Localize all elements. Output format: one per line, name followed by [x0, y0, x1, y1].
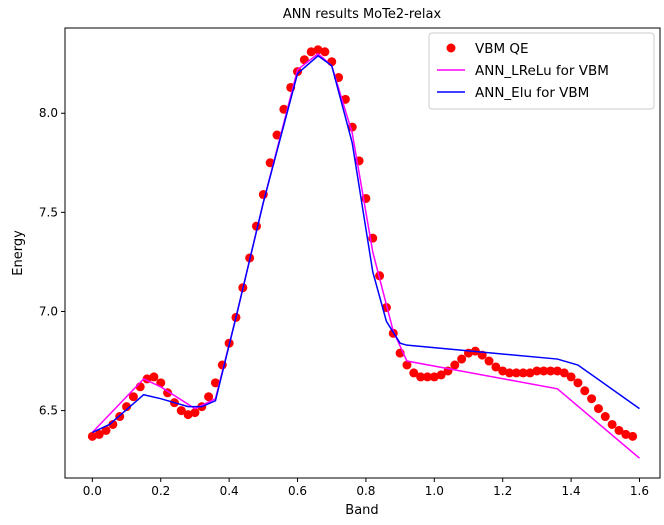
data-point [621, 429, 631, 439]
data-point [122, 402, 132, 412]
chart-title: ANN results MoTe2-relax [283, 7, 442, 22]
x-axis-label: Band [345, 503, 378, 518]
data-point [552, 366, 562, 376]
data-point [210, 378, 220, 388]
data-point [614, 425, 624, 435]
data-point [511, 368, 521, 378]
y-tick-label: 7.0 [39, 304, 58, 318]
data-line [91, 52, 640, 459]
data-point [593, 404, 603, 414]
y-tick-label: 8.0 [39, 106, 58, 120]
data-point [87, 431, 97, 441]
data-point [176, 406, 186, 416]
data-point [306, 47, 316, 57]
data-point [573, 378, 583, 388]
data-point [320, 47, 330, 57]
data-point [128, 392, 138, 402]
data-point [587, 394, 597, 404]
data-point [484, 356, 494, 366]
plot-frame [64, 27, 661, 479]
x-tick-label: 1.4 [562, 484, 581, 498]
y-tick-label: 6.5 [39, 404, 58, 418]
data-point [505, 368, 515, 378]
data-point [539, 366, 549, 376]
data-point [436, 370, 446, 380]
data-point [422, 372, 432, 382]
data-point [525, 368, 535, 378]
x-tick-label: 1.6 [630, 484, 649, 498]
x-tick-label: 0.0 [83, 484, 102, 498]
x-tick-label: 0.4 [220, 484, 239, 498]
data-point [566, 372, 576, 382]
data-point [491, 362, 501, 372]
legend-marker [446, 43, 456, 53]
x-tick-label: 0.8 [356, 484, 375, 498]
data-point [429, 372, 439, 382]
legend-label: VBM QE [475, 41, 529, 57]
data-point [402, 360, 412, 370]
x-tick-label: 0.2 [151, 484, 170, 498]
data-point [457, 354, 467, 364]
data-point [94, 429, 104, 439]
data-point [600, 412, 610, 422]
data-point [149, 372, 159, 382]
data-point [532, 366, 542, 376]
data-point [628, 431, 638, 441]
data-point [498, 366, 508, 376]
data-point [272, 130, 282, 140]
data-point [607, 419, 617, 429]
data-point [416, 372, 426, 382]
data-point [101, 425, 111, 435]
data-point [580, 386, 590, 396]
data-point [313, 45, 323, 55]
x-tick-label: 0.6 [288, 484, 307, 498]
y-tick-label: 7.5 [39, 205, 58, 219]
legend-box [428, 32, 655, 110]
y-axis-label: Energy [11, 230, 26, 276]
data-point [190, 408, 200, 418]
data-point [204, 392, 214, 402]
legend-label: ANN_Elu for VBM [475, 85, 589, 101]
data-point [450, 360, 460, 370]
data-point [299, 55, 309, 65]
x-tick-label: 1.0 [425, 484, 444, 498]
data-point [409, 368, 419, 378]
data-point [183, 410, 193, 420]
data-point [108, 419, 118, 429]
x-tick-label: 1.2 [493, 484, 512, 498]
data-point [518, 368, 528, 378]
legend-label: ANN_LReLu for VBM [475, 63, 609, 79]
data-line [92, 54, 640, 434]
data-point [546, 366, 556, 376]
data-point [559, 368, 569, 378]
